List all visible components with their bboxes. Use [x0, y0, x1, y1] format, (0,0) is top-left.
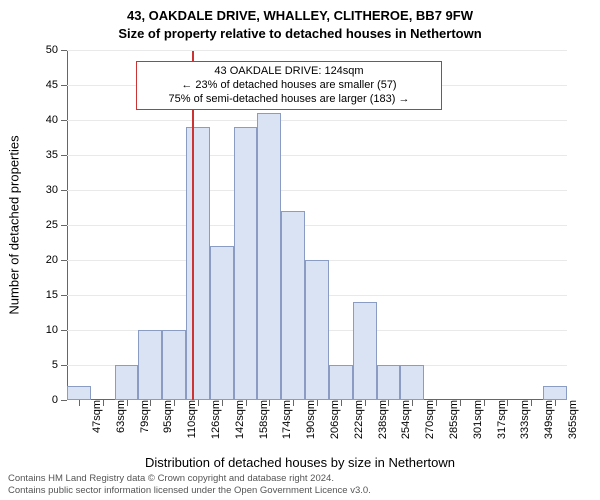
x-tick-label: 317sqm — [488, 400, 508, 439]
histogram-bar — [186, 127, 210, 400]
x-tick-label: 254sqm — [392, 400, 412, 439]
x-tick — [103, 400, 104, 406]
x-tick — [317, 400, 318, 406]
x-tick — [507, 400, 508, 406]
annotation-line3: 75% of semi-detached houses are larger (… — [145, 93, 433, 107]
histogram-bar — [67, 386, 91, 400]
x-tick — [531, 400, 532, 406]
gridline-h — [67, 155, 567, 156]
x-tick — [436, 400, 437, 406]
footer-line2: Contains public sector information licen… — [8, 485, 371, 496]
x-tick-label: 63sqm — [107, 400, 127, 433]
histogram-bar — [281, 211, 305, 400]
x-tick-label: 126sqm — [202, 400, 222, 439]
x-tick-label: 158sqm — [250, 400, 270, 439]
annotation-line2: ← 23% of detached houses are smaller (57… — [145, 79, 433, 93]
x-tick-label: 79sqm — [131, 400, 151, 433]
x-tick-label: 222sqm — [345, 400, 365, 439]
page-title-line2: Size of property relative to detached ho… — [0, 26, 600, 41]
x-tick — [79, 400, 80, 406]
x-tick — [222, 400, 223, 406]
x-tick — [484, 400, 485, 406]
x-tick — [269, 400, 270, 406]
histogram-bar — [353, 302, 377, 400]
x-tick — [388, 400, 389, 406]
histogram-bar — [138, 330, 162, 400]
histogram-bar — [257, 113, 281, 400]
x-tick-label: 174sqm — [273, 400, 293, 439]
x-tick — [460, 400, 461, 406]
y-tick-label: 40 — [46, 114, 67, 126]
x-tick-label: 238sqm — [369, 400, 389, 439]
x-tick-label: 349sqm — [535, 400, 555, 439]
x-tick — [246, 400, 247, 406]
y-tick-label: 20 — [46, 254, 67, 266]
gridline-h — [67, 50, 567, 51]
x-tick-label: 206sqm — [321, 400, 341, 439]
page-title-line1: 43, OAKDALE DRIVE, WHALLEY, CLITHEROE, B… — [0, 8, 600, 23]
y-tick-label: 50 — [46, 44, 67, 56]
x-tick — [150, 400, 151, 406]
x-axis-label: Distribution of detached houses by size … — [0, 455, 600, 470]
annotation-line1: 43 OAKDALE DRIVE: 124sqm — [145, 65, 433, 79]
x-tick-label: 301sqm — [464, 400, 484, 439]
annotation-box: 43 OAKDALE DRIVE: 124sqm← 23% of detache… — [136, 61, 442, 110]
gridline-h — [67, 120, 567, 121]
histogram-bar — [329, 365, 353, 400]
histogram-bar — [377, 365, 401, 400]
x-tick-label: 142sqm — [226, 400, 246, 439]
y-tick-label: 35 — [46, 149, 67, 161]
attribution-footer: Contains HM Land Registry data © Crown c… — [8, 473, 371, 496]
gridline-h — [67, 190, 567, 191]
x-tick — [174, 400, 175, 406]
histogram-bar — [400, 365, 424, 400]
x-tick — [341, 400, 342, 406]
x-tick-label: 270sqm — [416, 400, 436, 439]
y-tick-label: 10 — [46, 324, 67, 336]
x-tick — [293, 400, 294, 406]
histogram-bar — [543, 386, 567, 400]
histogram-bar — [305, 260, 329, 400]
y-axis-label: Number of detached properties — [7, 135, 22, 314]
x-tick-label: 190sqm — [297, 400, 317, 439]
histogram-bar — [210, 246, 234, 400]
y-tick-label: 25 — [46, 219, 67, 231]
x-tick-label: 333sqm — [511, 400, 531, 439]
gridline-h — [67, 225, 567, 226]
x-tick-label: 285sqm — [440, 400, 460, 439]
histogram-bar — [234, 127, 258, 400]
x-tick — [365, 400, 366, 406]
x-tick-label: 110sqm — [178, 400, 198, 438]
x-tick-label: 95sqm — [154, 400, 174, 433]
x-tick-label: 47sqm — [83, 400, 103, 433]
y-tick-label: 45 — [46, 79, 67, 91]
y-tick-label: 30 — [46, 184, 67, 196]
y-tick-label: 0 — [52, 394, 67, 406]
histogram-plot: 0510152025303540455047sqm63sqm79sqm95sqm… — [67, 50, 567, 400]
x-tick — [412, 400, 413, 406]
x-tick-label: 365sqm — [559, 400, 579, 439]
x-tick — [198, 400, 199, 406]
y-tick-label: 15 — [46, 289, 67, 301]
x-tick — [127, 400, 128, 406]
x-tick — [555, 400, 556, 406]
y-tick-label: 5 — [52, 359, 67, 371]
histogram-bar — [115, 365, 139, 400]
histogram-bar — [162, 330, 186, 400]
footer-line1: Contains HM Land Registry data © Crown c… — [8, 473, 371, 484]
